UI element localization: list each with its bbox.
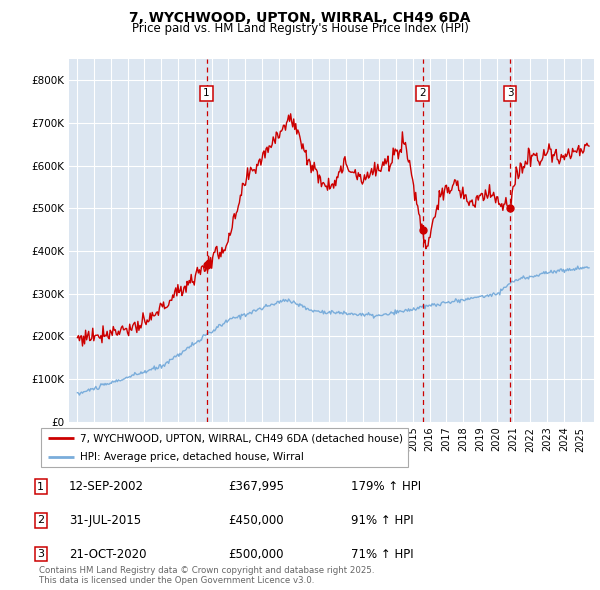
FancyBboxPatch shape: [41, 428, 409, 467]
Text: Price paid vs. HM Land Registry's House Price Index (HPI): Price paid vs. HM Land Registry's House …: [131, 22, 469, 35]
Text: 3: 3: [507, 88, 514, 99]
Text: 7, WYCHWOOD, UPTON, WIRRAL, CH49 6DA (detached house): 7, WYCHWOOD, UPTON, WIRRAL, CH49 6DA (de…: [80, 433, 403, 443]
Text: £367,995: £367,995: [228, 480, 284, 493]
Text: HPI: Average price, detached house, Wirral: HPI: Average price, detached house, Wirr…: [80, 452, 304, 462]
Text: 179% ↑ HPI: 179% ↑ HPI: [351, 480, 421, 493]
Text: 7, WYCHWOOD, UPTON, WIRRAL, CH49 6DA: 7, WYCHWOOD, UPTON, WIRRAL, CH49 6DA: [129, 11, 471, 25]
Text: 31-JUL-2015: 31-JUL-2015: [69, 514, 141, 527]
Text: 1: 1: [37, 482, 44, 491]
Text: 71% ↑ HPI: 71% ↑ HPI: [351, 548, 413, 560]
Text: 2: 2: [419, 88, 426, 99]
Text: Contains HM Land Registry data © Crown copyright and database right 2025.
This d: Contains HM Land Registry data © Crown c…: [39, 566, 374, 585]
Text: 91% ↑ HPI: 91% ↑ HPI: [351, 514, 413, 527]
Text: £500,000: £500,000: [228, 548, 284, 560]
Text: 3: 3: [37, 549, 44, 559]
Text: 12-SEP-2002: 12-SEP-2002: [69, 480, 144, 493]
Text: 1: 1: [203, 88, 210, 99]
Text: 2: 2: [37, 516, 44, 525]
Text: 21-OCT-2020: 21-OCT-2020: [69, 548, 146, 560]
Text: £450,000: £450,000: [228, 514, 284, 527]
